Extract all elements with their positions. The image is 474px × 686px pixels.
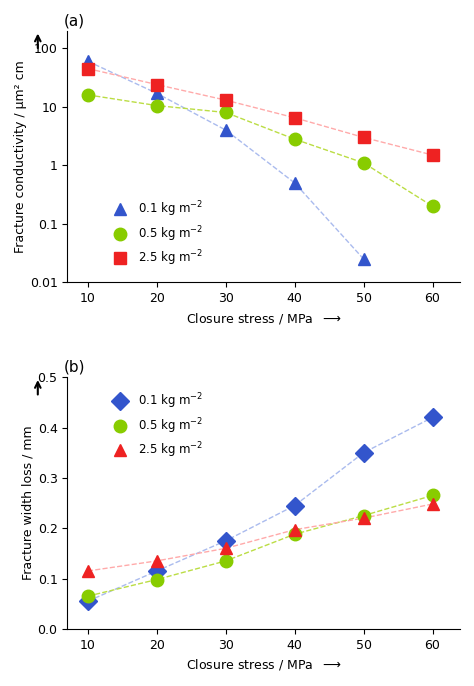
2.5 kg m$^{-2}$ — [361, 133, 366, 141]
0.1 kg m$^{-2}$ — [430, 414, 436, 422]
0.5 kg m$^{-2}$ — [430, 491, 436, 499]
Line: 2.5 kg m$^{-2}$: 2.5 kg m$^{-2}$ — [82, 62, 439, 161]
0.1 kg m$^{-2}$ — [154, 89, 160, 97]
0.1 kg m$^{-2}$ — [361, 255, 366, 263]
2.5 kg m$^{-2}$ — [430, 151, 436, 159]
0.5 kg m$^{-2}$ — [85, 91, 91, 99]
Legend: 0.1 kg m$^{-2}$, 0.5 kg m$^{-2}$, 2.5 kg m$^{-2}$: 0.1 kg m$^{-2}$, 0.5 kg m$^{-2}$, 2.5 kg… — [105, 388, 207, 464]
0.1 kg m$^{-2}$ — [154, 567, 160, 575]
2.5 kg m$^{-2}$ — [85, 64, 91, 73]
0.5 kg m$^{-2}$ — [85, 592, 91, 600]
Y-axis label: Fracture width loss / mm: Fracture width loss / mm — [22, 426, 35, 580]
0.5 kg m$^{-2}$ — [223, 108, 228, 117]
2.5 kg m$^{-2}$ — [430, 500, 436, 508]
Line: 0.1 kg m$^{-2}$: 0.1 kg m$^{-2}$ — [82, 411, 439, 607]
Legend: 0.1 kg m$^{-2}$, 0.5 kg m$^{-2}$, 2.5 kg m$^{-2}$: 0.1 kg m$^{-2}$, 0.5 kg m$^{-2}$, 2.5 kg… — [105, 196, 207, 272]
0.5 kg m$^{-2}$ — [292, 135, 298, 143]
X-axis label: Closure stress / MPa  $\longrightarrow$: Closure stress / MPa $\longrightarrow$ — [186, 657, 342, 672]
0.1 kg m$^{-2}$ — [292, 179, 298, 187]
0.5 kg m$^{-2}$ — [223, 557, 228, 565]
0.5 kg m$^{-2}$ — [361, 512, 366, 520]
2.5 kg m$^{-2}$ — [154, 557, 160, 565]
0.1 kg m$^{-2}$ — [223, 126, 228, 134]
2.5 kg m$^{-2}$ — [154, 80, 160, 88]
0.5 kg m$^{-2}$ — [154, 576, 160, 584]
2.5 kg m$^{-2}$ — [361, 514, 366, 522]
2.5 kg m$^{-2}$ — [85, 567, 91, 575]
Line: 0.1 kg m$^{-2}$: 0.1 kg m$^{-2}$ — [82, 55, 370, 265]
0.1 kg m$^{-2}$ — [361, 449, 366, 457]
0.1 kg m$^{-2}$ — [85, 57, 91, 65]
X-axis label: Closure stress / MPa  $\longrightarrow$: Closure stress / MPa $\longrightarrow$ — [186, 311, 342, 326]
0.5 kg m$^{-2}$ — [430, 202, 436, 211]
2.5 kg m$^{-2}$ — [292, 525, 298, 534]
Text: (a): (a) — [64, 13, 84, 28]
0.1 kg m$^{-2}$ — [292, 501, 298, 510]
0.5 kg m$^{-2}$ — [292, 530, 298, 539]
Y-axis label: Fracture conductivity / μm² cm: Fracture conductivity / μm² cm — [14, 60, 27, 253]
Line: 2.5 kg m$^{-2}$: 2.5 kg m$^{-2}$ — [82, 498, 439, 577]
Line: 0.5 kg m$^{-2}$: 0.5 kg m$^{-2}$ — [82, 489, 439, 602]
2.5 kg m$^{-2}$ — [292, 114, 298, 122]
Text: (b): (b) — [64, 359, 85, 375]
2.5 kg m$^{-2}$ — [223, 544, 228, 552]
0.5 kg m$^{-2}$ — [154, 102, 160, 110]
0.1 kg m$^{-2}$ — [85, 597, 91, 605]
2.5 kg m$^{-2}$ — [223, 96, 228, 104]
Line: 0.5 kg m$^{-2}$: 0.5 kg m$^{-2}$ — [82, 88, 439, 213]
0.1 kg m$^{-2}$ — [223, 536, 228, 545]
0.5 kg m$^{-2}$ — [361, 158, 366, 167]
